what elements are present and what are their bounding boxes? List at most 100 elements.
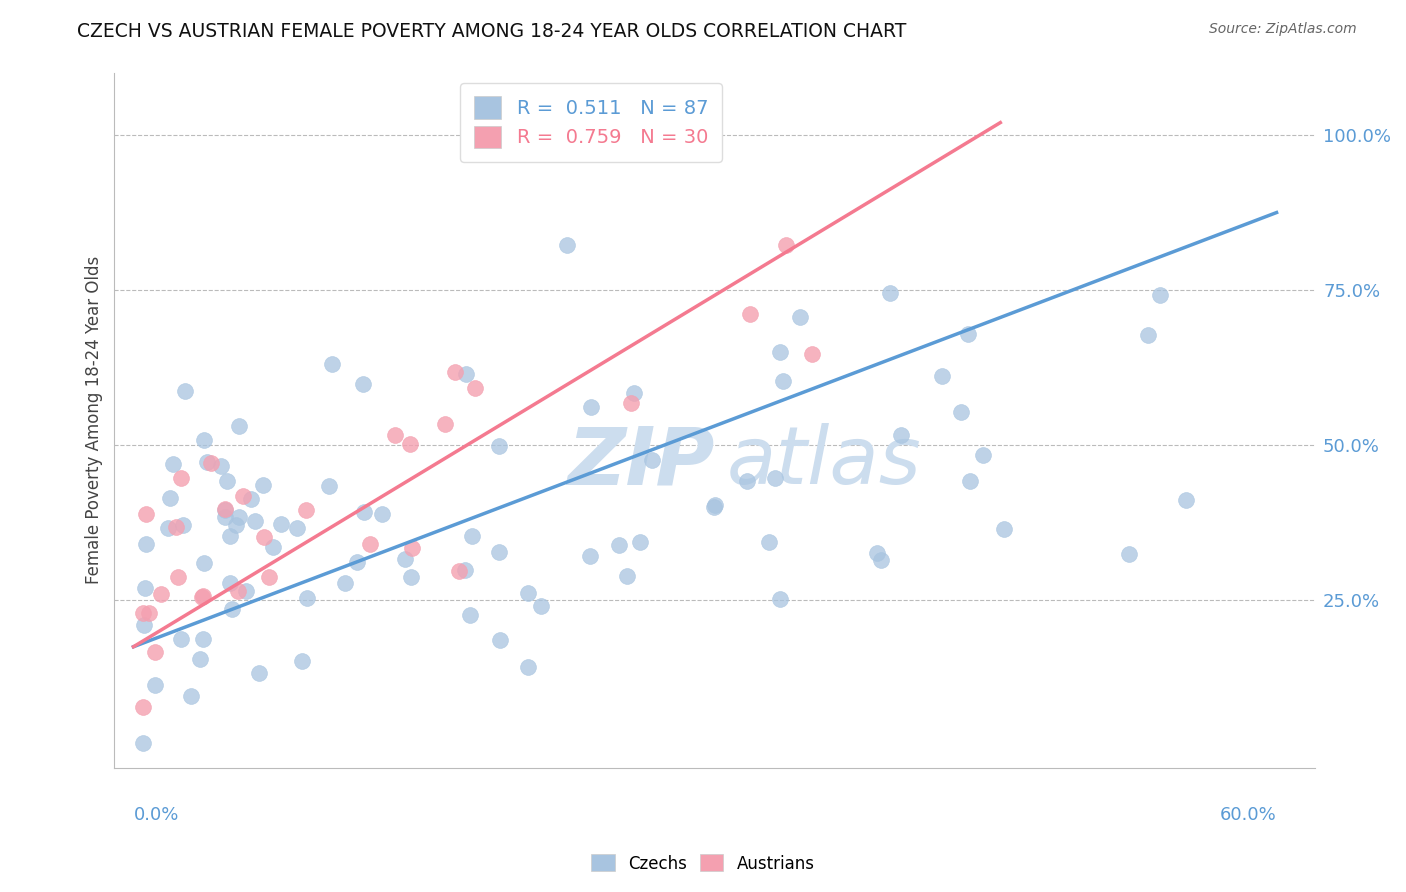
Point <box>993 522 1015 536</box>
Legend: Czechs, Austrians: Czechs, Austrians <box>585 847 821 880</box>
Point <box>758 534 780 549</box>
Point <box>789 310 811 325</box>
Point <box>1136 328 1159 343</box>
Point <box>399 436 422 450</box>
Point <box>641 452 664 467</box>
Point <box>191 590 214 604</box>
Point <box>191 632 214 646</box>
Point <box>530 599 553 614</box>
Point <box>295 591 318 606</box>
Point <box>228 418 250 433</box>
Point <box>217 475 239 489</box>
Text: Source: ZipAtlas.com: Source: ZipAtlas.com <box>1209 22 1357 37</box>
Point <box>291 654 314 668</box>
Point <box>143 645 166 659</box>
Text: 0.0%: 0.0% <box>134 805 179 824</box>
Point <box>257 570 280 584</box>
Point <box>763 470 786 484</box>
Point <box>318 479 340 493</box>
Point <box>170 471 193 485</box>
Point <box>628 534 651 549</box>
Point <box>623 385 645 400</box>
Point <box>1118 547 1140 561</box>
Point <box>370 507 392 521</box>
Point <box>769 345 792 359</box>
Point <box>165 520 187 534</box>
Point <box>226 584 249 599</box>
Point <box>240 491 263 506</box>
Point <box>191 589 214 603</box>
Point <box>957 326 980 341</box>
Point <box>159 491 181 506</box>
Point <box>616 569 638 583</box>
Point <box>214 509 236 524</box>
Point <box>800 347 823 361</box>
Point <box>454 563 477 577</box>
Point <box>447 564 470 578</box>
Point <box>458 608 481 623</box>
Point <box>959 475 981 489</box>
Point <box>581 400 603 414</box>
Point <box>488 439 510 453</box>
Point <box>188 651 211 665</box>
Point <box>866 546 889 560</box>
Point <box>931 368 953 383</box>
Point <box>209 458 232 473</box>
Text: 60.0%: 60.0% <box>1220 805 1277 824</box>
Point <box>557 237 579 252</box>
Point <box>132 607 155 621</box>
Point <box>214 502 236 516</box>
Point <box>353 506 375 520</box>
Point <box>232 489 254 503</box>
Point <box>285 521 308 535</box>
Point <box>170 632 193 647</box>
Point <box>620 396 643 410</box>
Point <box>735 474 758 488</box>
Point <box>401 541 423 555</box>
Point <box>775 238 797 252</box>
Point <box>225 517 247 532</box>
Point <box>157 521 180 535</box>
Point <box>243 515 266 529</box>
Point <box>321 357 343 371</box>
Point <box>150 587 173 601</box>
Point <box>772 374 794 388</box>
Point <box>135 537 157 551</box>
Point <box>218 576 240 591</box>
Legend: R =  0.511   N = 87, R =  0.759   N = 30: R = 0.511 N = 87, R = 0.759 N = 30 <box>460 83 721 161</box>
Point <box>890 428 912 442</box>
Point <box>703 500 725 515</box>
Point <box>200 456 222 470</box>
Y-axis label: Female Poverty Among 18-24 Year Olds: Female Poverty Among 18-24 Year Olds <box>86 256 103 584</box>
Point <box>167 570 190 584</box>
Point <box>704 498 727 512</box>
Point <box>579 549 602 564</box>
Point <box>879 285 901 300</box>
Point <box>516 659 538 673</box>
Point <box>950 404 973 418</box>
Point <box>134 582 156 596</box>
Point <box>218 529 240 543</box>
Point <box>270 516 292 531</box>
Point <box>195 455 218 469</box>
Text: atlas: atlas <box>727 423 921 501</box>
Point <box>740 308 762 322</box>
Point <box>454 368 477 382</box>
Point <box>132 700 155 714</box>
Point <box>193 433 215 447</box>
Point <box>294 503 316 517</box>
Point <box>444 365 467 379</box>
Point <box>180 690 202 704</box>
Point <box>174 384 197 398</box>
Point <box>214 502 236 516</box>
Point <box>193 556 215 570</box>
Point <box>235 583 257 598</box>
Point <box>143 678 166 692</box>
Point <box>162 458 184 472</box>
Point <box>359 537 381 551</box>
Point <box>1149 288 1171 302</box>
Point <box>769 592 792 607</box>
Point <box>346 555 368 569</box>
Point <box>488 545 510 559</box>
Point <box>172 518 194 533</box>
